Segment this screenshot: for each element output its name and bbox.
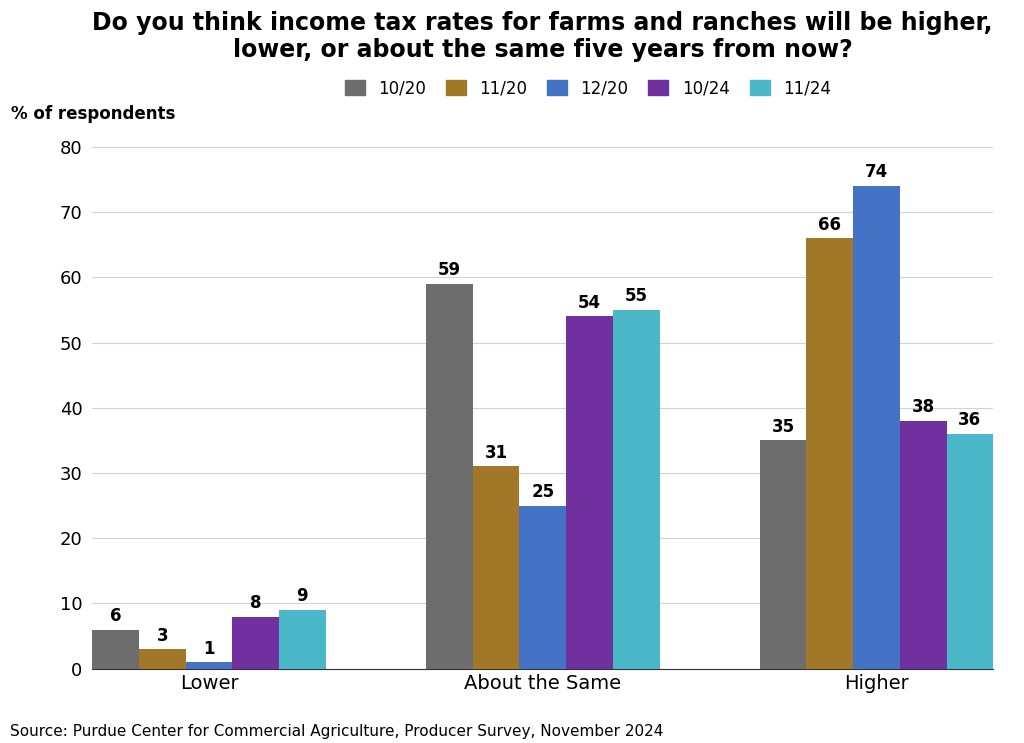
Text: 9: 9 — [297, 588, 308, 606]
Text: 35: 35 — [771, 418, 795, 436]
Bar — [139, 649, 185, 669]
Legend: 10/20, 11/20, 12/20, 10/24, 11/24: 10/20, 11/20, 12/20, 10/24, 11/24 — [338, 73, 838, 104]
Text: 36: 36 — [958, 412, 981, 429]
Bar — [185, 662, 232, 669]
Text: 55: 55 — [625, 288, 647, 305]
Bar — [612, 310, 659, 669]
Text: 3: 3 — [157, 626, 168, 645]
Text: % of respondents: % of respondents — [11, 105, 175, 123]
Text: Source: Purdue Center for Commercial Agriculture, Producer Survey, November 2024: Source: Purdue Center for Commercial Agr… — [10, 724, 664, 739]
Bar — [853, 186, 900, 669]
Text: 6: 6 — [110, 607, 121, 625]
Bar — [806, 238, 853, 669]
Text: 74: 74 — [865, 163, 888, 181]
Bar — [566, 317, 612, 669]
Text: 31: 31 — [484, 444, 508, 462]
Text: 54: 54 — [578, 293, 601, 312]
Text: 8: 8 — [250, 594, 261, 612]
Text: 59: 59 — [437, 262, 461, 279]
Bar — [92, 629, 139, 669]
Bar — [473, 467, 519, 669]
Text: 1: 1 — [203, 640, 215, 658]
Text: 66: 66 — [818, 215, 842, 233]
Bar — [280, 610, 326, 669]
Bar — [760, 441, 806, 669]
Bar — [426, 284, 473, 669]
Text: 25: 25 — [531, 483, 554, 501]
Bar — [900, 421, 946, 669]
Bar — [232, 617, 280, 669]
Title: Do you think income tax rates for farms and ranches will be higher,
lower, or ab: Do you think income tax rates for farms … — [92, 10, 993, 62]
Bar — [519, 505, 566, 669]
Text: 38: 38 — [911, 398, 935, 416]
Bar — [946, 434, 993, 669]
